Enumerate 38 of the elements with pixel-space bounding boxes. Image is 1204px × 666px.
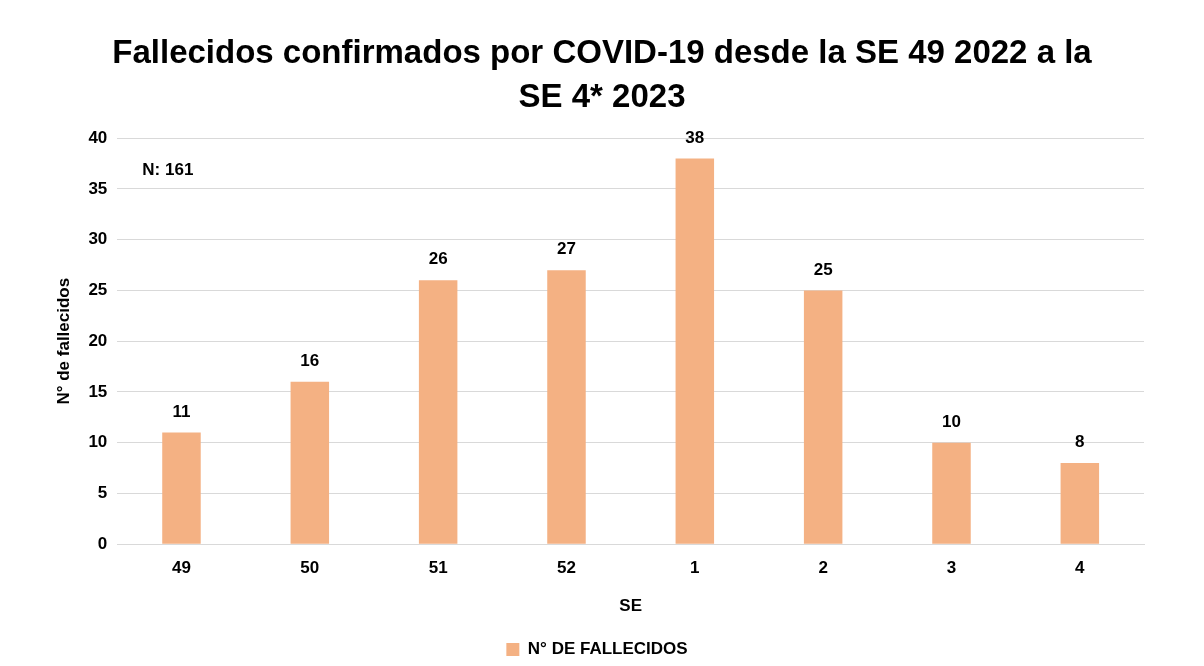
data-label: 11 [172, 401, 191, 421]
x-tick-label: 4 [1075, 558, 1086, 578]
data-label: 16 [300, 350, 320, 370]
data-label: 26 [428, 249, 448, 269]
y-tick-label: 30 [88, 229, 108, 249]
y-tick-label: 40 [88, 127, 108, 147]
x-tick-label: 3 [946, 558, 957, 578]
bar [418, 280, 458, 544]
bar [932, 442, 971, 544]
bar [675, 158, 715, 544]
data-label: 25 [813, 259, 833, 279]
bar [547, 270, 586, 544]
y-tick-label: 15 [88, 381, 108, 401]
data-label: 10 [942, 411, 961, 431]
x-tick-label: 51 [428, 558, 448, 578]
x-tick-label: 49 [172, 558, 191, 578]
y-axis-title: N° de fallecidos [53, 277, 73, 405]
x-tick-label: 50 [300, 558, 320, 578]
y-tick-label: 10 [88, 432, 108, 452]
bar [1060, 463, 1100, 544]
data-label: 27 [557, 239, 576, 259]
x-tick-label: 1 [690, 558, 700, 578]
data-label: 38 [685, 127, 705, 147]
x-tick-label: 52 [557, 558, 576, 578]
legend-label: N° DE FALLECIDOS [527, 639, 688, 659]
chart-title: Fallecidos confirmados por COVID-19 desde la SE 49 2022 a la SE 4* 2023 [111, 32, 1093, 116]
y-tick-label: 5 [97, 483, 108, 503]
x-tick-label: 2 [818, 558, 828, 578]
bar [290, 381, 330, 544]
bar [162, 432, 201, 544]
y-tick-label: 20 [88, 330, 108, 350]
data-label: 8 [1075, 432, 1085, 452]
x-axis-title: SE [619, 596, 642, 616]
bar [803, 290, 843, 544]
y-tick-label: 25 [88, 280, 108, 300]
y-tick-label: 0 [97, 533, 108, 553]
annotation: N: 161 [142, 159, 194, 179]
y-tick-label: 35 [88, 178, 108, 198]
